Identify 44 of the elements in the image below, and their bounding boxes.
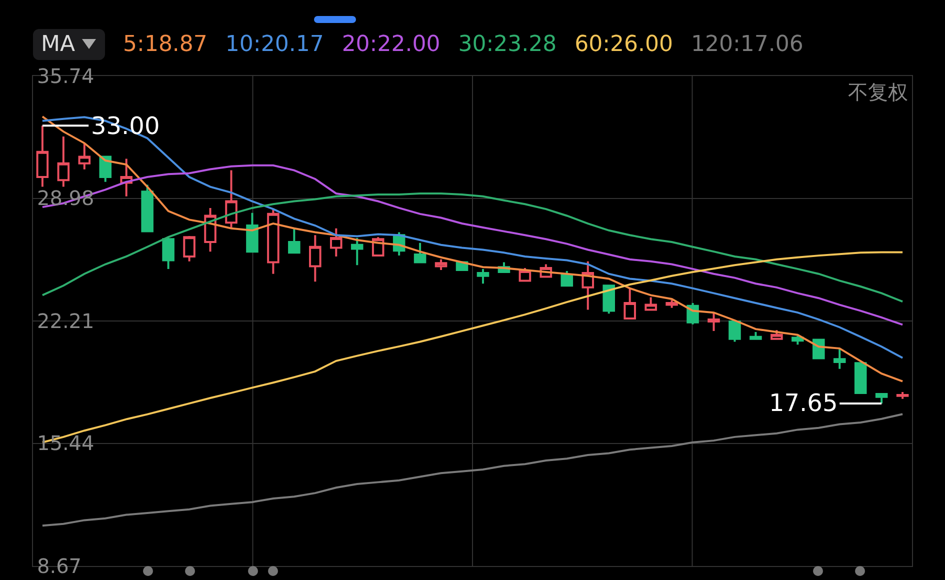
candlestick	[78, 142, 91, 170]
y-tick-label: 8.67	[37, 554, 82, 578]
candlestick	[330, 227, 342, 258]
y-tick-label: 15.44	[37, 431, 94, 455]
candlestick	[225, 169, 238, 230]
candlestick	[644, 296, 657, 312]
text: 20:22.00	[342, 32, 440, 56]
candlestick	[582, 260, 594, 311]
y-tick-label: 35.74	[37, 64, 94, 88]
text: 5:18.87	[123, 32, 208, 56]
candlestick	[99, 155, 112, 183]
candlestick	[624, 287, 636, 320]
candlestick	[141, 184, 154, 232]
text: 120:17.06	[690, 32, 804, 56]
text: 10:20.17	[225, 32, 324, 56]
candlestick	[309, 234, 322, 283]
candlestick	[57, 135, 70, 188]
candlestick	[162, 236, 174, 270]
line-series	[41, 413, 904, 527]
annotation: 17.65	[769, 389, 838, 417]
candlestick	[770, 329, 783, 340]
candlestick	[750, 330, 762, 340]
y-tick-label: 22.21	[37, 309, 94, 333]
candlestick	[854, 362, 867, 394]
candlestick	[434, 258, 448, 272]
text: 30:23.28	[458, 32, 557, 56]
legend-title: MA	[41, 32, 76, 56]
candlestick	[414, 242, 426, 264]
candlestick	[896, 391, 909, 400]
candlestick	[36, 124, 49, 188]
candlestick	[476, 268, 490, 285]
candlestick	[708, 312, 720, 332]
candlestick	[288, 227, 300, 254]
annotation: 不复权	[848, 80, 908, 104]
candlestick	[602, 284, 615, 315]
text: 60:26.00	[574, 32, 673, 56]
candlestick	[728, 320, 741, 343]
candlestick	[350, 237, 364, 266]
candlestick	[267, 208, 280, 275]
candlestick	[875, 393, 888, 404]
candlestick	[183, 235, 196, 262]
candlestick	[246, 212, 258, 253]
candlestick	[833, 347, 846, 370]
candlestick	[666, 299, 678, 309]
